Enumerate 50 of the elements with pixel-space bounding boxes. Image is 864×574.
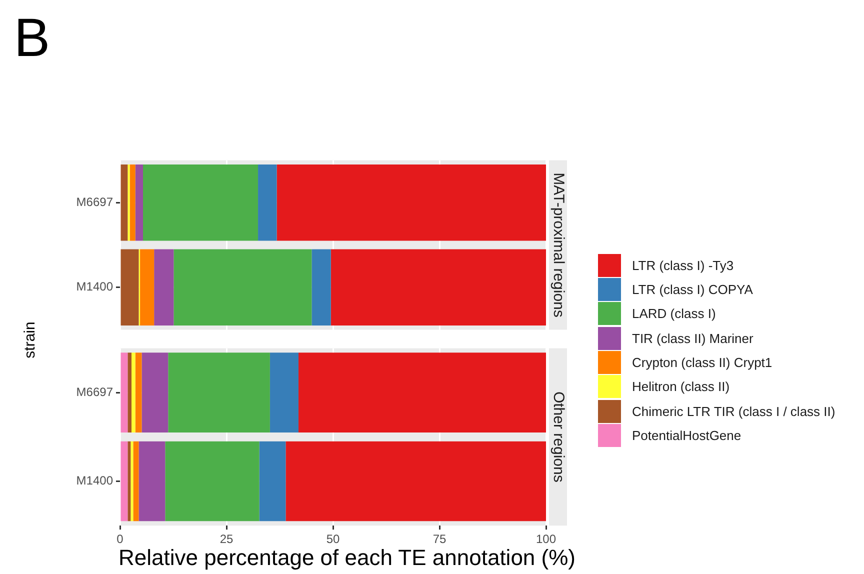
bar [168, 352, 270, 432]
bar [174, 249, 312, 326]
bar [130, 441, 134, 522]
text: Other regions [550, 391, 567, 482]
y-tick-label: M1400 [76, 280, 114, 294]
bar [135, 164, 144, 241]
bar [312, 249, 331, 326]
bar [128, 441, 131, 522]
bar [140, 249, 154, 326]
bar [143, 164, 258, 241]
legend-label: TIR (class II) Mariner [632, 330, 754, 346]
bar [259, 441, 286, 522]
x-tick-label: 25 [220, 532, 234, 546]
x-tick-label: 75 [432, 532, 446, 546]
y-tick-label: M6697 [76, 384, 114, 399]
bar [120, 249, 139, 326]
x-tick-label: 0 [116, 532, 124, 546]
bar [330, 249, 546, 326]
bar [276, 164, 546, 241]
legend-label: LTR (class I) COPYA [632, 282, 753, 297]
legend-label: Crypton (class II) Crypt1 [632, 355, 772, 370]
legend-label: LTR (class I) -Ty3 [632, 258, 734, 272]
bar [258, 164, 277, 241]
bar [120, 441, 128, 522]
y-axis-title: strain [22, 322, 38, 358]
text: B [14, 8, 50, 68]
bar [270, 352, 298, 432]
legend-label: PotentialHostGene [632, 428, 742, 444]
x-tick-label: 100 [536, 532, 556, 546]
bar [298, 352, 546, 432]
bar [135, 352, 142, 432]
legend-label: Chimeric LTR TIR (class I / class II) [632, 404, 836, 419]
bar [165, 441, 260, 522]
bar [138, 441, 166, 522]
bar [120, 352, 128, 432]
legend-label: Helitron (class II) [632, 379, 730, 394]
bar [128, 352, 132, 432]
bar [133, 441, 139, 522]
bar [120, 164, 128, 241]
x-axis-title: Relative percentage of each TE annotation (%) [118, 545, 576, 571]
bar [286, 441, 546, 522]
bar [132, 352, 136, 432]
y-tick-label: M1400 [76, 474, 114, 488]
bar [142, 352, 168, 432]
text: MAT-proximal regions [550, 172, 567, 318]
y-tick-label: M6697 [76, 194, 114, 209]
legend-label: LARD (class I) [632, 306, 716, 322]
x-tick-label: 50 [326, 532, 340, 546]
bar [154, 249, 174, 326]
bar [130, 164, 136, 241]
